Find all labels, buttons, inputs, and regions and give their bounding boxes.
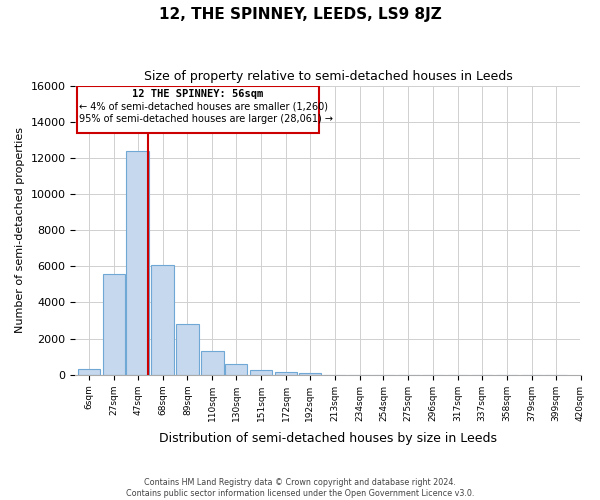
Title: Size of property relative to semi-detached houses in Leeds: Size of property relative to semi-detach… bbox=[143, 70, 512, 83]
Bar bbox=[127, 150, 149, 375]
Bar bbox=[225, 364, 247, 375]
Bar bbox=[275, 372, 298, 375]
Bar bbox=[77, 86, 319, 132]
Text: 12 THE SPINNEY: 56sqm: 12 THE SPINNEY: 56sqm bbox=[132, 89, 263, 99]
Bar bbox=[151, 264, 174, 375]
Bar bbox=[77, 370, 100, 375]
Text: ← 4% of semi-detached houses are smaller (1,260): ← 4% of semi-detached houses are smaller… bbox=[79, 102, 328, 112]
Text: Contains HM Land Registry data © Crown copyright and database right 2024.
Contai: Contains HM Land Registry data © Crown c… bbox=[126, 478, 474, 498]
X-axis label: Distribution of semi-detached houses by size in Leeds: Distribution of semi-detached houses by … bbox=[159, 432, 497, 445]
Bar bbox=[201, 352, 224, 375]
Text: 12, THE SPINNEY, LEEDS, LS9 8JZ: 12, THE SPINNEY, LEEDS, LS9 8JZ bbox=[158, 8, 442, 22]
Bar bbox=[250, 370, 272, 375]
Bar bbox=[299, 373, 321, 375]
Bar bbox=[176, 324, 199, 375]
Y-axis label: Number of semi-detached properties: Number of semi-detached properties bbox=[15, 127, 25, 333]
Text: 95% of semi-detached houses are larger (28,061) →: 95% of semi-detached houses are larger (… bbox=[79, 114, 333, 124]
Bar bbox=[103, 274, 125, 375]
